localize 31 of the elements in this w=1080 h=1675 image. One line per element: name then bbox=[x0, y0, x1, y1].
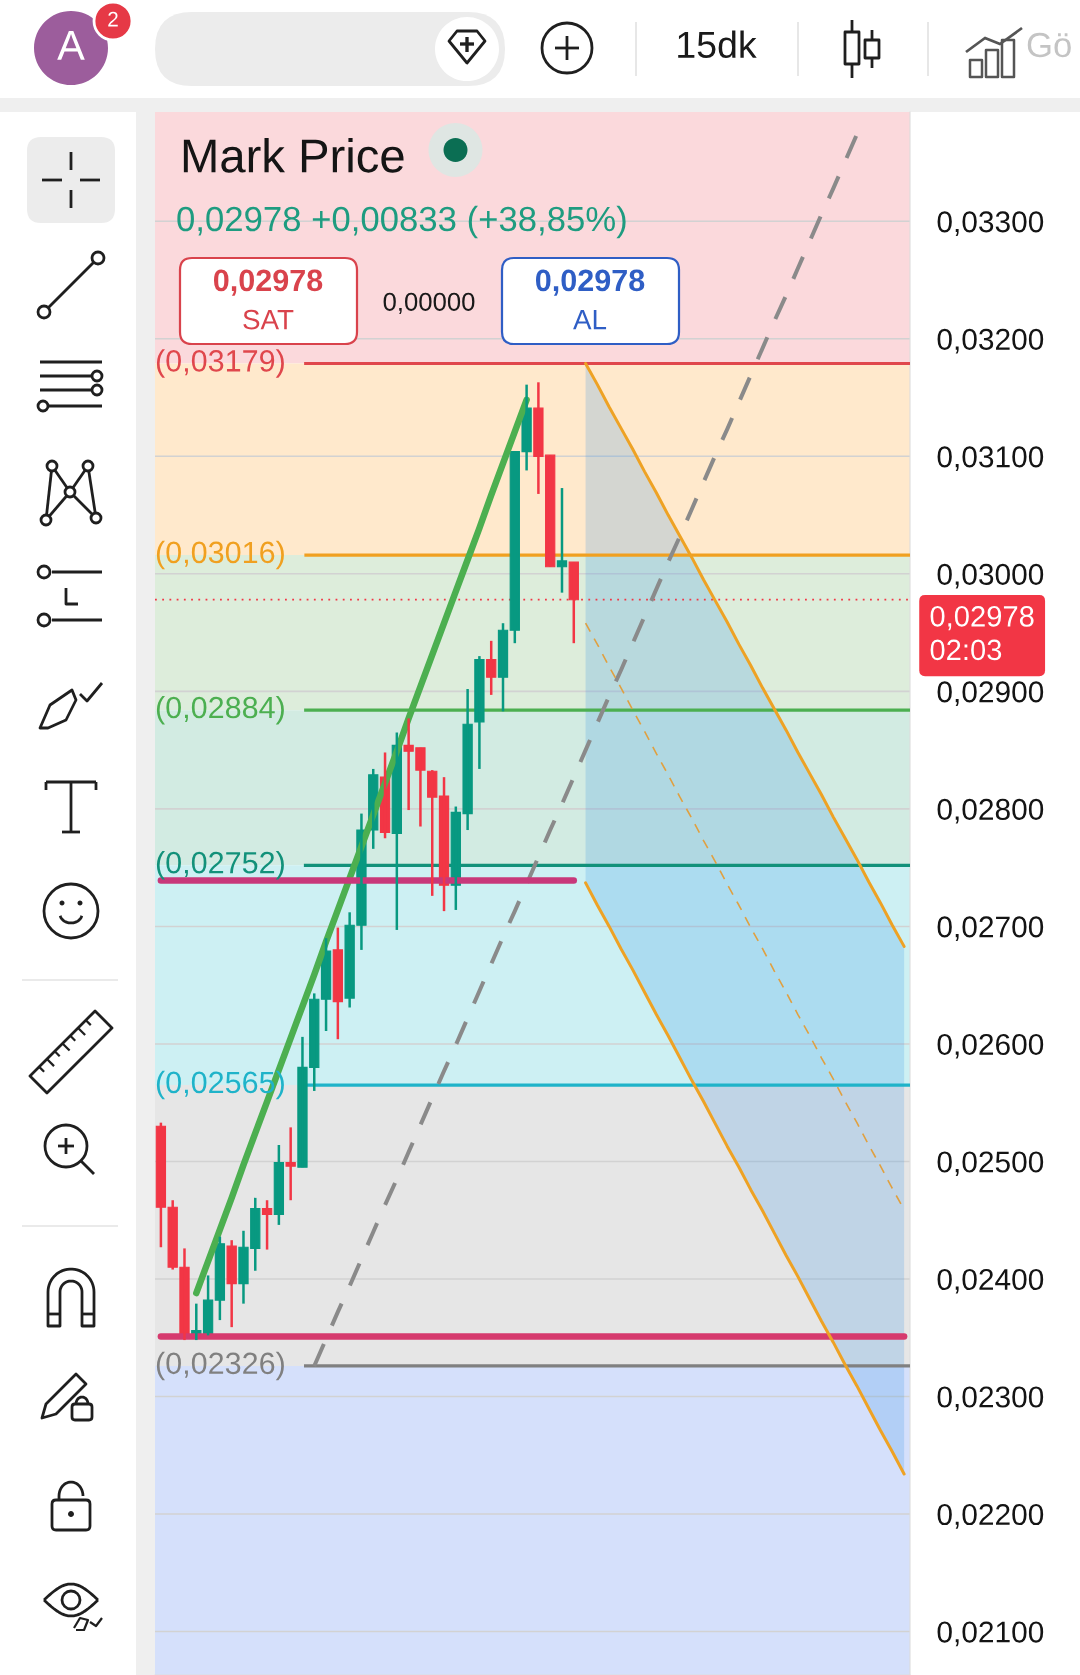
y-tick-label: 0,02500 bbox=[937, 1151, 1044, 1177]
text: A bbox=[57, 31, 85, 60]
text: Gö bbox=[1027, 32, 1071, 58]
annotation: AL bbox=[573, 310, 607, 330]
y-tick-label: 0,02200 bbox=[937, 1503, 1044, 1529]
annotation: SAT bbox=[243, 309, 294, 330]
ref-line-label: (0,03016) bbox=[156, 540, 284, 570]
y-tick-label: 0,03100 bbox=[937, 446, 1044, 471]
y-tick-label: 0,02400 bbox=[937, 1268, 1044, 1294]
y-tick-label: 0,03300 bbox=[937, 211, 1044, 236]
text: 15dk bbox=[678, 30, 757, 59]
annotation: 0,02978 bbox=[213, 269, 323, 296]
text: 0,02978 +0,00833 (+38,85%) bbox=[177, 205, 626, 239]
y-tick-label: 0,02100 bbox=[937, 1621, 1044, 1647]
text: 2 bbox=[108, 11, 118, 27]
y-tick-label: 0,03200 bbox=[937, 328, 1044, 354]
ref-line-label: (0,02752) bbox=[156, 851, 284, 880]
ref-line-label: 0,02978 02:03 bbox=[930, 606, 1034, 661]
chart-title: Mark Price bbox=[183, 137, 404, 173]
ref-line-label: (0,03179) bbox=[156, 349, 284, 378]
line-series bbox=[584, 881, 906, 1476]
annotation: 0,00000 bbox=[383, 292, 475, 314]
y-tick-label: 0,02600 bbox=[937, 1033, 1044, 1059]
ref-line-label: (0,02326) bbox=[156, 1351, 284, 1381]
y-tick-label: 0,02900 bbox=[937, 681, 1044, 707]
y-tick-label: 0,03000 bbox=[937, 563, 1044, 589]
ref-line-label: (0,02884) bbox=[156, 695, 284, 725]
y-tick-label: 0,02800 bbox=[937, 798, 1044, 824]
y-tick-label: 0,02300 bbox=[937, 1386, 1044, 1412]
y-tick-label: 0,02700 bbox=[937, 916, 1044, 942]
annotation: 0,02978 bbox=[535, 269, 645, 296]
